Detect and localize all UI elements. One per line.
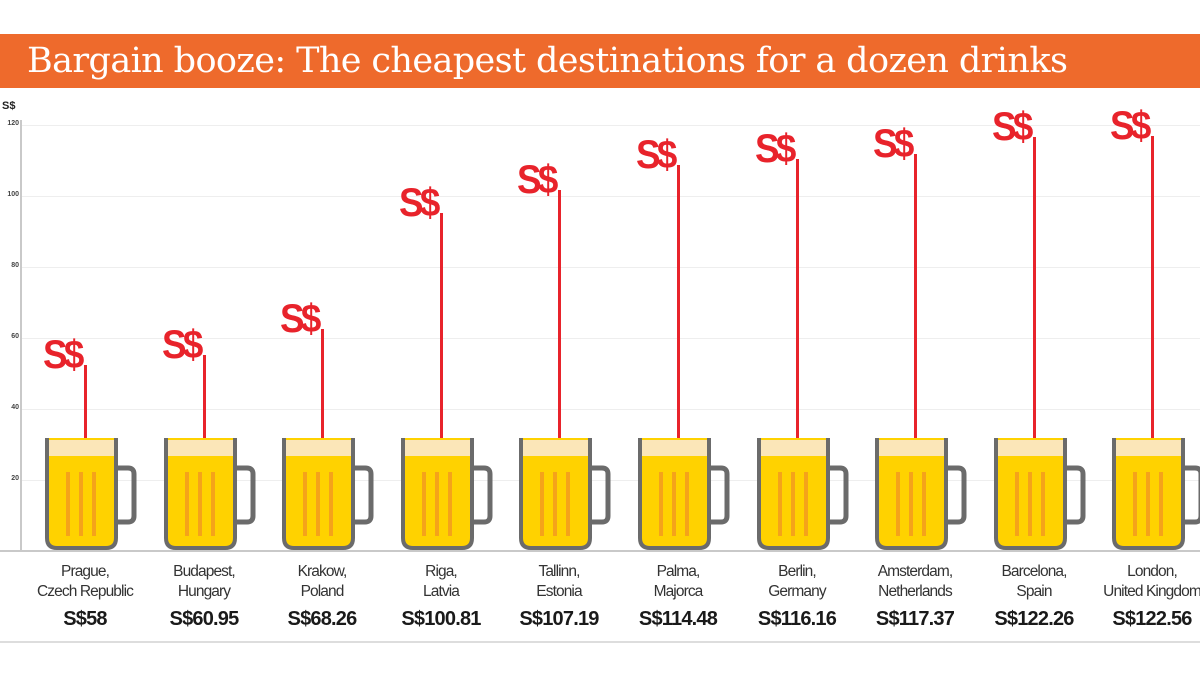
city-label: Tallinn, Estonia [536,563,582,600]
gridline [22,480,1200,481]
city-label: Amsterdam, Netherlands [877,563,953,600]
price-stick [677,164,680,440]
y-tick-label: 100 [7,191,19,198]
city-label: Prague, Czech Republic [37,563,134,600]
price-label: S$117.37 [875,608,955,630]
sgd-marker-label: S$ [636,132,677,177]
beer-mug-icon [757,438,849,550]
city-label: Berlin, Germany [768,563,826,600]
bar-item: S$ Berlin, Germany S$116.16 [738,0,856,676]
bar-item: S$ London, United Kingdom S$122.56 [1093,0,1200,676]
city-label: Barcelona, Spain [1001,563,1067,600]
gridline [22,196,1200,197]
price-stick [321,328,324,440]
price-label: S$58 [63,608,107,630]
chart-title: Bargain booze: The cheapest destinations… [27,41,1068,81]
sgd-marker-label: S$ [1110,103,1151,148]
bar-item: S$ Amsterdam, Netherlands S$117.37 [856,0,974,676]
beer-mug-icon [45,438,137,550]
beer-mug-icon [282,438,374,550]
price-label: S$107.19 [519,608,599,630]
beer-mug-icon [164,438,256,550]
bar-item: S$ Riga, Latvia S$100.81 [382,0,500,676]
y-axis-unit-label: S$ [2,100,16,112]
beer-mug-icon [401,438,493,550]
price-stick [203,354,206,440]
y-tick-label: 60 [11,333,19,340]
sgd-marker-label: S$ [162,322,203,367]
beer-mug-icon [638,438,730,550]
city-label: Riga, Latvia [423,563,460,600]
bottom-divider [0,641,1200,643]
price-stick [84,365,87,440]
y-tick-label: 120 [7,120,19,127]
city-label: Krakow, Poland [297,563,348,600]
bar-item: S$ Barcelona, Spain S$122.26 [975,0,1093,676]
price-label: S$122.26 [994,608,1074,630]
bar-item: S$ Prague, Czech Republic S$58 [26,0,144,676]
bar-item: S$ Tallinn, Estonia S$107.19 [500,0,618,676]
bar-item: S$ Budapest, Hungary S$60.95 [145,0,263,676]
bar-item: S$ Krakow, Poland S$68.26 [263,0,381,676]
price-stick [558,190,561,440]
beer-mug-icon [1112,438,1200,550]
sgd-marker-label: S$ [280,296,321,341]
beer-mug-icon [875,438,967,550]
sgd-marker-label: S$ [399,181,440,226]
price-stick [440,213,443,440]
price-stick [1151,135,1154,440]
price-stick [796,158,799,440]
gridline [22,125,1200,126]
city-label: Palma, Majorca [653,563,704,600]
price-label: S$116.16 [757,608,837,630]
gridline [22,409,1200,410]
sgd-marker-label: S$ [755,126,796,171]
price-stick [1033,136,1036,440]
y-tick-label: 80 [11,262,19,269]
beer-mug-icon [519,438,611,550]
title-banner: Bargain booze: The cheapest destinations… [0,34,1200,88]
price-label: S$100.81 [401,608,481,630]
sgd-marker-label: S$ [517,158,558,203]
city-label: Budapest, Hungary [173,563,236,600]
y-tick-label: 20 [11,475,19,482]
y-axis-line [20,120,22,552]
price-label: S$68.26 [287,608,358,630]
price-label: S$60.95 [169,608,240,630]
city-label: London, United Kingdom [1103,563,1200,600]
price-label: S$114.48 [638,608,718,630]
beer-mug-icon [994,438,1086,550]
sgd-marker-label: S$ [873,122,914,167]
gridline [22,267,1200,268]
bar-item: S$ Palma, Majorca S$114.48 [619,0,737,676]
sgd-marker-label: S$ [43,333,84,378]
gridline [22,338,1200,339]
y-tick-label: 40 [11,404,19,411]
price-label: S$122.56 [1112,608,1192,630]
x-axis-baseline [0,550,1200,552]
price-stick [914,154,917,440]
sgd-marker-label: S$ [992,104,1033,149]
